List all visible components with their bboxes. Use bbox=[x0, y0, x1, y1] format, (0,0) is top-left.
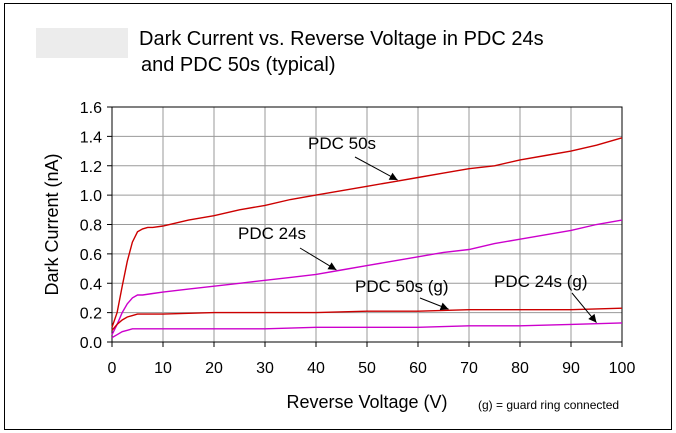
x-tick-label: 90 bbox=[562, 360, 580, 377]
y-tick-label: 0.2 bbox=[80, 306, 102, 323]
annotation-arrowhead bbox=[439, 302, 449, 311]
y-tick-label: 1.0 bbox=[80, 188, 102, 205]
x-tick-label: 30 bbox=[256, 360, 274, 377]
y-tick-label: 0.4 bbox=[80, 276, 102, 293]
x-tick-label: 40 bbox=[307, 360, 325, 377]
footnote: (g) = guard ring connected bbox=[478, 398, 619, 412]
x-tick-label: 20 bbox=[205, 360, 223, 377]
annotation-arrowhead bbox=[588, 313, 597, 323]
y-axis-ticks: 0.0 0.2 0.4 0.6 0.8 1.0 1.2 1.4 1.6 bbox=[80, 100, 112, 352]
series-annotations: PDC 50s PDC 24s PDC 50s (g) PDC 24s (g) bbox=[238, 134, 597, 323]
series-line bbox=[111, 137, 623, 328]
annotation-arrowhead bbox=[327, 262, 337, 270]
x-tick-label: 0 bbox=[108, 360, 117, 377]
x-tick-label: 70 bbox=[460, 360, 478, 377]
x-tick-label: 10 bbox=[154, 360, 172, 377]
y-tick-label: 0.0 bbox=[80, 335, 102, 352]
x-tick-label: 50 bbox=[358, 360, 376, 377]
annotation-arrow bbox=[354, 156, 398, 181]
x-tick-label: 80 bbox=[511, 360, 529, 377]
chart-frame bbox=[4, 3, 672, 430]
chart-title-line-1: Dark Current vs. Reverse Voltage in PDC … bbox=[139, 28, 544, 50]
y-tick-label: 0.8 bbox=[80, 218, 102, 235]
y-tick-label: 0.6 bbox=[80, 247, 102, 264]
x-tick-label: 100 bbox=[609, 360, 636, 377]
series-annotation-label: PDC 24s bbox=[238, 224, 306, 243]
y-tick-label: 1.2 bbox=[80, 159, 102, 176]
x-axis-ticks: 0 10 20 30 40 50 60 70 80 90 100 bbox=[108, 342, 636, 377]
y-axis-title: Dark Current (nA) bbox=[42, 153, 62, 295]
x-tick-label: 60 bbox=[409, 360, 427, 377]
logo-placeholder bbox=[36, 28, 128, 58]
series-line bbox=[111, 307, 623, 331]
series-annotation-label: PDC 50s bbox=[308, 134, 376, 153]
chart-title-line-2: and PDC 50s (typical) bbox=[141, 54, 336, 76]
y-tick-label: 1.6 bbox=[80, 100, 102, 117]
series-annotation-label: PDC 50s (g) bbox=[355, 277, 449, 296]
series-lines bbox=[111, 137, 623, 339]
annotation-arrowhead bbox=[388, 172, 398, 180]
x-axis-title: Reverse Voltage (V) bbox=[286, 392, 447, 412]
series-annotation-label: PDC 24s (g) bbox=[494, 272, 588, 291]
series-line bbox=[111, 219, 623, 336]
series-line bbox=[111, 322, 623, 339]
y-tick-label: 1.4 bbox=[80, 129, 102, 146]
